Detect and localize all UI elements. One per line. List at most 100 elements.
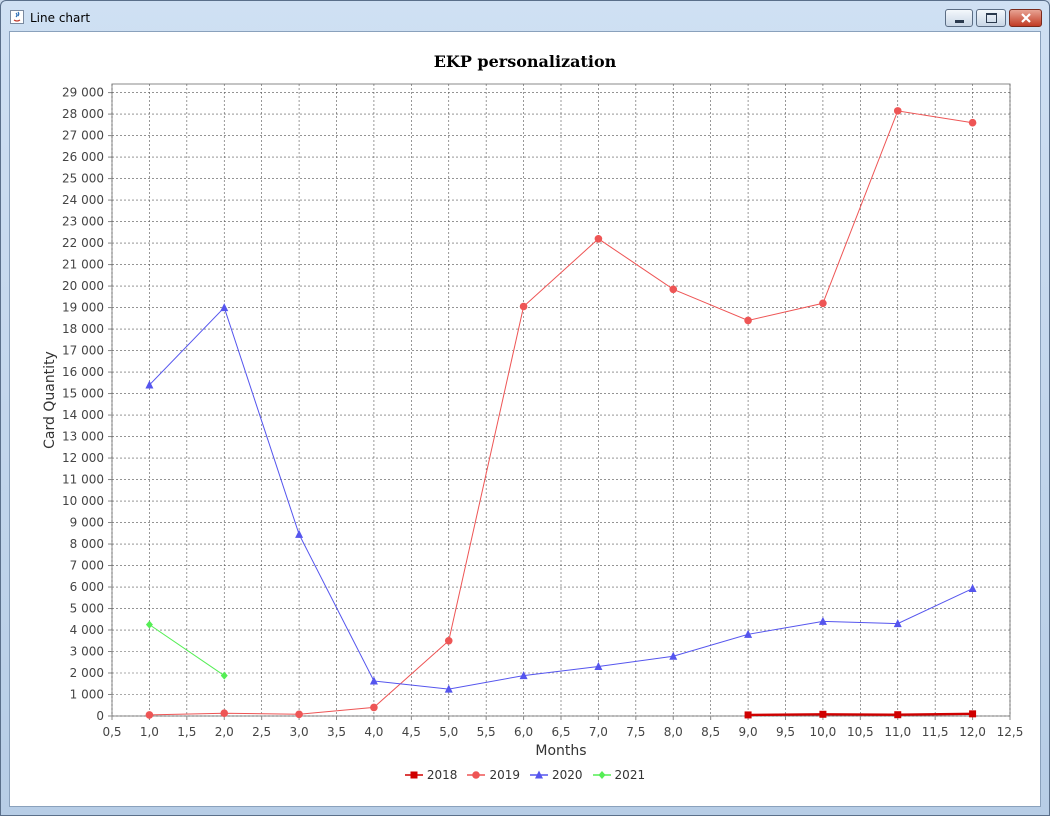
series-line-2020 [149, 306, 973, 690]
x-tick-label: 3,0 [290, 725, 309, 739]
y-tick-label: 0 [96, 709, 104, 723]
x-tick-label: 7,5 [626, 725, 645, 739]
data-point-2021 [145, 620, 153, 629]
x-tick-label: 7,0 [589, 725, 608, 739]
x-axis-label: Months [535, 743, 586, 759]
data-point-2019 [669, 285, 678, 294]
legend-swatch [467, 771, 486, 779]
y-tick-label: 5 000 [70, 602, 104, 616]
data-point-2018 [894, 711, 902, 719]
y-tick-label: 14 000 [62, 408, 104, 422]
data-point-2019 [220, 709, 229, 718]
x-tick-label: 9,0 [739, 725, 758, 739]
maximize-button[interactable] [976, 9, 1006, 27]
data-point-2020 [744, 629, 753, 638]
x-tick-label: 3,5 [327, 725, 346, 739]
legend-item-2021: 2021 [592, 768, 645, 782]
data-point-2019 [519, 302, 528, 311]
legend-swatch [404, 771, 423, 779]
y-tick-label: 15 000 [62, 387, 104, 401]
close-icon [1020, 13, 1031, 23]
x-tick-label: 1,0 [140, 725, 159, 739]
data-point-2019 [145, 711, 154, 719]
legend-item-2019: 2019 [467, 768, 520, 782]
series-line-2019 [149, 110, 973, 716]
restore-icon [985, 13, 997, 23]
y-tick-label: 27 000 [62, 129, 104, 143]
y-tick-label: 29 000 [62, 86, 104, 100]
x-tick-label: 10,0 [810, 725, 837, 739]
y-tick-label: 6 000 [70, 580, 104, 594]
legend-item-2020: 2020 [530, 768, 583, 782]
series-line-2021 [149, 624, 225, 676]
y-tick-label: 17 000 [62, 344, 104, 358]
y-tick-label: 26 000 [62, 150, 104, 164]
minimize-button[interactable] [945, 9, 973, 27]
y-tick-label: 21 000 [62, 258, 104, 272]
x-tick-label: 11,0 [884, 725, 911, 739]
data-point-2019 [968, 118, 977, 127]
legend-label: 2018 [426, 768, 458, 782]
minimize-icon [954, 19, 964, 23]
data-point-2021 [220, 671, 228, 680]
y-tick-label: 16 000 [62, 365, 104, 379]
y-tick-label: 2 000 [70, 666, 104, 680]
y-tick-label: 22 000 [62, 236, 104, 250]
x-tick-label: 5,5 [477, 725, 496, 739]
y-tick-label: 25 000 [62, 172, 104, 186]
x-tick-label: 10,5 [847, 725, 874, 739]
y-tick-label: 4 000 [70, 623, 104, 637]
data-point-2020 [369, 676, 378, 685]
x-tick-label: 6,5 [551, 725, 570, 739]
data-point-2019 [744, 316, 752, 325]
x-tick-label: 4,5 [402, 725, 421, 739]
title-bar[interactable]: Line chart [1, 1, 1049, 31]
x-tick-label: 2,0 [215, 725, 234, 739]
x-tick-label: 8,0 [664, 725, 683, 739]
y-tick-label: 1 000 [70, 688, 104, 702]
legend-swatch [592, 771, 611, 779]
legend-swatch [530, 770, 548, 779]
y-tick-label: 28 000 [62, 107, 104, 121]
data-point-2018 [969, 710, 977, 718]
x-tick-label: 5,0 [439, 725, 458, 739]
data-point-2020 [893, 619, 902, 628]
java-icon [10, 10, 24, 24]
y-tick-label: 9 000 [70, 516, 104, 530]
data-point-2019 [370, 703, 378, 712]
x-tick-label: 11,5 [922, 725, 949, 739]
legend-item-2018: 2018 [404, 768, 458, 782]
y-tick-label: 10 000 [62, 494, 104, 508]
data-point-2019 [444, 636, 453, 645]
chart-legend: 2018 2019 2020 2021 [0, 768, 1050, 782]
close-button[interactable] [1009, 9, 1042, 27]
data-point-2018 [744, 711, 752, 719]
data-point-2020 [295, 529, 304, 538]
x-tick-label: 12,0 [959, 725, 986, 739]
y-tick-label: 13 000 [62, 430, 104, 444]
data-point-2020 [519, 671, 528, 680]
data-point-2020 [145, 380, 154, 389]
x-tick-label: 6,0 [514, 725, 533, 739]
data-point-2020 [220, 303, 229, 312]
data-point-2020 [594, 662, 603, 671]
data-point-2019 [295, 710, 303, 719]
y-tick-label: 7 000 [70, 559, 104, 573]
x-tick-label: 1,5 [177, 725, 196, 739]
data-point-2019 [893, 107, 902, 115]
x-tick-label: 12,5 [997, 725, 1024, 739]
data-point-2020 [669, 651, 678, 660]
y-axis-label: Card Quantity [42, 351, 58, 449]
data-point-2020 [444, 684, 453, 693]
x-tick-label: 0,5 [102, 725, 121, 739]
x-tick-label: 2,5 [252, 725, 271, 739]
data-point-2020 [818, 616, 827, 625]
x-tick-label: 9,5 [776, 725, 795, 739]
y-tick-label: 24 000 [62, 193, 104, 207]
y-tick-label: 8 000 [70, 537, 104, 551]
y-tick-label: 11 000 [62, 473, 104, 487]
series-line-2018 [748, 712, 973, 717]
y-tick-label: 19 000 [62, 301, 104, 315]
chart-title: EKP personalization [433, 52, 617, 71]
